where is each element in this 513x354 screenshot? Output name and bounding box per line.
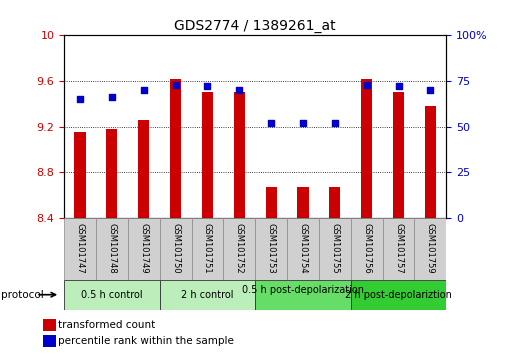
Text: GSM101748: GSM101748	[107, 223, 116, 273]
Bar	[287, 218, 319, 280]
Point	[267, 120, 275, 126]
Point	[235, 87, 243, 93]
Text: GSM101747: GSM101747	[75, 223, 85, 273]
Bar	[298, 187, 308, 218]
Bar	[383, 218, 415, 280]
Point	[203, 84, 211, 89]
Bar	[234, 92, 245, 218]
Bar	[425, 106, 436, 218]
Text: 0.5 h control: 0.5 h control	[81, 290, 143, 300]
Bar	[255, 280, 351, 310]
Bar	[191, 218, 223, 280]
Bar	[319, 218, 351, 280]
Bar	[43, 335, 56, 347]
Text: GSM101752: GSM101752	[235, 223, 244, 273]
Bar	[106, 129, 117, 218]
Bar	[202, 92, 213, 218]
Text: GSM101753: GSM101753	[267, 223, 275, 273]
Point	[171, 82, 180, 87]
Bar	[351, 280, 446, 310]
Bar	[415, 218, 446, 280]
Bar	[351, 218, 383, 280]
Bar	[170, 79, 181, 218]
Text: GSM101749: GSM101749	[139, 223, 148, 273]
Text: GSM101756: GSM101756	[362, 223, 371, 273]
Bar	[361, 79, 372, 218]
Bar	[43, 319, 56, 331]
Text: GSM101759: GSM101759	[426, 223, 435, 273]
Point	[331, 120, 339, 126]
Text: transformed count: transformed count	[58, 320, 156, 330]
Text: 2 h post-depolariztion: 2 h post-depolariztion	[345, 290, 452, 300]
Text: GSM101757: GSM101757	[394, 223, 403, 273]
Title: GDS2774 / 1389261_at: GDS2774 / 1389261_at	[174, 19, 336, 33]
Text: percentile rank within the sample: percentile rank within the sample	[58, 336, 234, 346]
Bar	[128, 218, 160, 280]
Point	[394, 84, 403, 89]
Bar	[266, 187, 277, 218]
Point	[140, 87, 148, 93]
Point	[108, 95, 116, 100]
Text: 0.5 h post-depolarization: 0.5 h post-depolarization	[242, 285, 364, 295]
Text: GSM101754: GSM101754	[299, 223, 307, 273]
Point	[426, 87, 435, 93]
Bar	[255, 218, 287, 280]
Text: GSM101755: GSM101755	[330, 223, 339, 273]
Bar	[160, 280, 255, 310]
Bar	[160, 218, 191, 280]
Text: GSM101750: GSM101750	[171, 223, 180, 273]
Point	[363, 82, 371, 87]
Point	[76, 96, 84, 102]
Bar	[74, 132, 86, 218]
Bar	[64, 218, 96, 280]
Point	[299, 120, 307, 126]
Bar	[329, 187, 341, 218]
Bar	[138, 120, 149, 218]
Text: protocol: protocol	[1, 290, 44, 300]
Bar	[96, 218, 128, 280]
Text: 2 h control: 2 h control	[181, 290, 234, 300]
Bar	[64, 280, 160, 310]
Bar	[393, 92, 404, 218]
Text: GSM101751: GSM101751	[203, 223, 212, 273]
Bar	[223, 218, 255, 280]
